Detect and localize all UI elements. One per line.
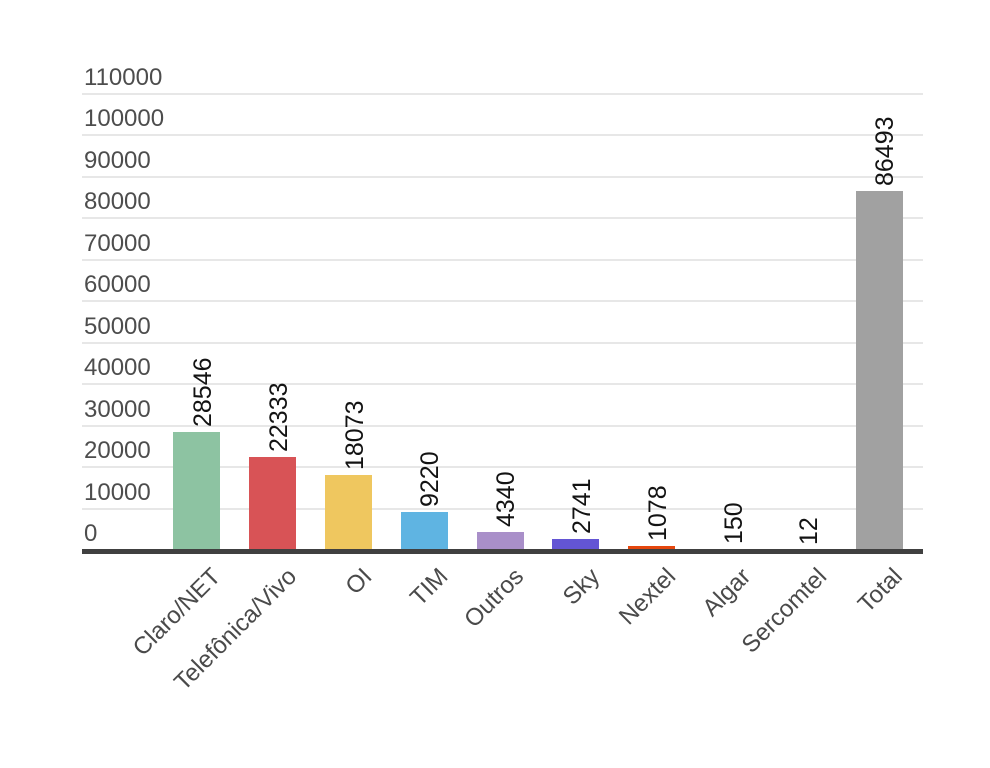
y-axis-label: 0: [84, 520, 98, 547]
x-axis-label: Total: [853, 563, 909, 618]
bar-sky: [552, 538, 600, 550]
gridline: [82, 300, 923, 302]
x-axis-label: Outros: [459, 563, 530, 634]
x-axis-label: Nextel: [613, 563, 681, 631]
x-axis-label: OI: [340, 563, 378, 601]
y-axis-label: 110000: [84, 63, 163, 91]
gridline: [82, 175, 923, 178]
bar-value-label: 18073: [340, 400, 369, 470]
x-axis-label: Algar: [697, 563, 757, 622]
bar-oi: [325, 474, 372, 550]
gridline: [82, 258, 923, 261]
y-axis-label: 70000: [84, 229, 151, 257]
bar-value-label: 2741: [567, 477, 596, 534]
bar-value-label: 1078: [643, 484, 672, 541]
y-axis-label: 90000: [84, 146, 151, 174]
bar-value-label: 22333: [264, 382, 293, 453]
bar-outros: [476, 531, 524, 550]
gridline: [82, 424, 923, 427]
gridline: [82, 466, 923, 468]
bar-telefonica-vivo: [249, 457, 297, 550]
gridline: [82, 383, 923, 385]
gridline: [82, 134, 923, 136]
y-axis-label: 40000: [84, 354, 151, 381]
x-axis-label: Sky: [557, 563, 605, 611]
bar-value-label: 150: [719, 502, 748, 545]
x-axis-line: [82, 549, 923, 554]
y-axis-label: 20000: [84, 437, 151, 464]
bar-total: [855, 191, 903, 550]
y-axis-label: 50000: [84, 312, 151, 340]
bar-value-label: 9220: [416, 451, 445, 507]
bar-tim: [400, 511, 448, 550]
gridline: [82, 217, 923, 219]
y-axis-label: 10000: [84, 478, 151, 506]
x-axis-label: TIM: [405, 563, 454, 612]
bar-claro-net: [173, 431, 221, 550]
y-axis-label: 30000: [84, 395, 151, 423]
bar-nextel: [628, 545, 676, 550]
y-axis-label: 80000: [84, 188, 151, 215]
gridline: [82, 341, 923, 344]
bar-value-label: 86493: [871, 116, 900, 187]
bar-value-label: 28546: [188, 357, 217, 427]
bar-value-label: 4340: [492, 471, 521, 527]
gridline: [82, 507, 923, 510]
gridline: [82, 92, 923, 95]
y-axis-label: 60000: [84, 271, 151, 298]
y-axis-label: 100000: [84, 105, 165, 132]
bar-value-label: 12: [795, 517, 824, 545]
